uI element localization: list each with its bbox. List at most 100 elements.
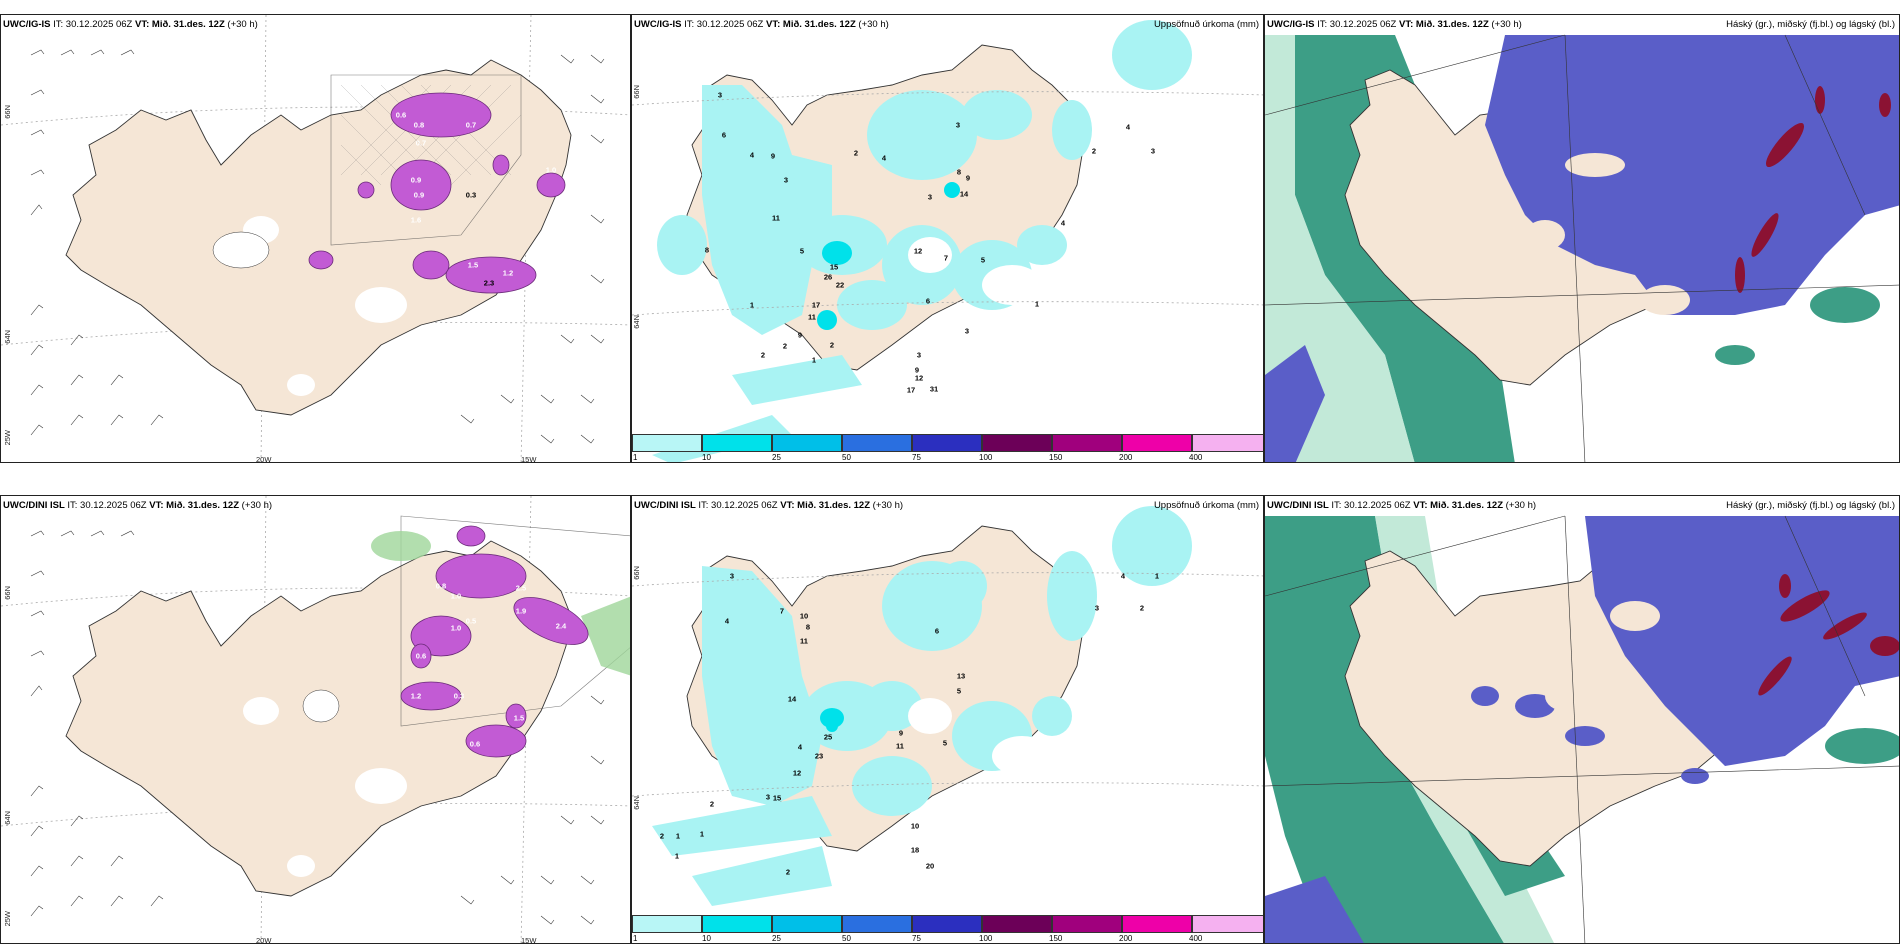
value-label: 0.7: [465, 120, 477, 130]
value-label: 9: [914, 365, 920, 375]
legend-tick: 75: [912, 934, 921, 943]
value-label: 4: [724, 616, 730, 626]
cloud-panel-2: UWC/DINI ISL IT: 30.12.2025 06Z VT: Mið.…: [1264, 495, 1900, 944]
lat-label: 64N: [3, 811, 12, 825]
value-label: 11: [896, 741, 904, 751]
value-label: 10: [799, 611, 809, 621]
legend-tick: 25: [772, 934, 781, 943]
lat-label: 66N: [3, 105, 12, 119]
value-label: 5: [799, 246, 805, 256]
value-label: 2: [829, 340, 835, 350]
value-label: 12: [792, 768, 802, 778]
legend-swatch: [1052, 434, 1122, 452]
value-label: 4: [881, 153, 887, 163]
value-label: 1.2: [410, 691, 422, 701]
value-label: 3: [783, 175, 789, 185]
legend-tick: 75: [912, 453, 921, 462]
legend-tick: 25: [772, 453, 781, 462]
legend-swatch: [912, 434, 982, 452]
value-label: 1.5: [467, 260, 479, 270]
value-label: 1: [1154, 571, 1160, 581]
legend-tick: 50: [842, 453, 851, 462]
legend-swatch: [1052, 915, 1122, 933]
value-label: 2: [1139, 603, 1145, 613]
value-label: 1: [811, 355, 817, 365]
value-label: 23: [814, 751, 824, 761]
value-label: 14: [787, 694, 797, 704]
legend-tick: 50: [842, 934, 851, 943]
lat-label: 64N: [632, 315, 641, 329]
value-label: 1.6: [410, 215, 422, 225]
wind-panel-2: UWC/DINI ISL IT: 30.12.2025 06Z VT: Mið.…: [0, 495, 631, 944]
value-label: 2: [1091, 146, 1097, 156]
precip-panel-2: UWC/DINI ISL IT: 30.12.2025 06Z VT: Mið.…: [631, 495, 1264, 944]
lat-label: 66N: [632, 85, 641, 99]
value-label: 3: [717, 90, 723, 100]
value-label: 0.3: [465, 190, 477, 200]
value-label: 7: [779, 606, 785, 616]
legend-swatch: [842, 434, 912, 452]
cloud-panel-1: UWC/IG-IS IT: 30.12.2025 06Z VT: Mið. 31…: [1264, 14, 1900, 463]
wind-header-2: UWC/DINI ISL IT: 30.12.2025 06Z VT: Mið.…: [3, 500, 273, 511]
value-label: 1: [675, 831, 681, 841]
value-label: 17: [811, 300, 821, 310]
value-label: 1.0: [450, 591, 462, 601]
lat-label: 25W: [3, 430, 12, 446]
value-label: 0.9: [413, 190, 425, 200]
legend-swatch: [842, 915, 912, 933]
value-label: 4: [1125, 122, 1131, 132]
value-label: 3: [927, 192, 933, 202]
cloud-title-2: Háský (gr.), miðský (fj.bl.) og lágský (…: [1726, 500, 1895, 511]
precip-header-1: UWC/IG-IS IT: 30.12.2025 06Z VT: Mið. 31…: [634, 19, 889, 30]
value-label: 6: [934, 626, 940, 636]
legend-tick: 200: [1119, 934, 1133, 943]
wind-map-2: [1, 496, 630, 943]
value-label: 3: [729, 571, 735, 581]
value-label: 9: [898, 728, 904, 738]
legend-swatch: [912, 915, 982, 933]
legend-swatch: [632, 434, 702, 452]
precip-title-2: Uppsöfnuð úrkoma (mm): [1153, 500, 1259, 511]
wind-header-1: UWC/IG-IS IT: 30.12.2025 06Z VT: Mið. 31…: [3, 19, 258, 30]
value-label: 6: [721, 130, 727, 140]
value-label: 1.0: [450, 623, 462, 633]
value-label: 7: [943, 253, 949, 263]
precip-map-2: [632, 506, 1263, 906]
legend-tick: 1: [633, 453, 638, 462]
legend-swatch: [982, 434, 1052, 452]
precip-panel-1: UWC/IG-IS IT: 30.12.2025 06Z VT: Mið. 31…: [631, 14, 1264, 463]
legend-tick: 200: [1119, 453, 1133, 462]
value-label: 10: [910, 821, 920, 831]
cloud-header-2: UWC/DINI ISL IT: 30.12.2025 06Z VT: Mið.…: [1267, 500, 1537, 511]
value-label: 1.2: [502, 268, 514, 278]
value-label: 2: [853, 148, 859, 158]
precip-legend-1: 1 10 25 50 75 100 150 200 400: [632, 434, 1263, 462]
lat-label: 64N: [3, 330, 12, 344]
value-label: 2.3: [483, 278, 495, 288]
cloud-map-2: [1265, 515, 1899, 943]
value-label: 14: [959, 189, 969, 199]
value-label: 13: [956, 671, 966, 681]
value-label: 4: [1060, 218, 1066, 228]
value-label: 9: [797, 330, 803, 340]
lon-label: 15W: [521, 936, 537, 944]
wind-map-1: [1, 15, 630, 462]
value-label: 0.8: [413, 120, 425, 130]
legend-swatch: [982, 915, 1052, 933]
value-label: 5: [956, 686, 962, 696]
legend-tick: 150: [1049, 934, 1063, 943]
value-label: 11: [808, 312, 816, 322]
legend-swatch: [1192, 915, 1263, 933]
value-label: 15: [829, 262, 839, 272]
value-label: 12: [913, 246, 923, 256]
value-label: 31: [929, 384, 939, 394]
legend-swatch: [772, 915, 842, 933]
value-label: 0.6: [469, 739, 481, 749]
legend-tick: 150: [1049, 453, 1063, 462]
value-label: 0.8: [435, 581, 447, 591]
cloud-map-1: [1265, 34, 1899, 462]
legend-tick: 400: [1189, 934, 1203, 943]
value-label: 1.5: [513, 713, 525, 723]
precip-header-2: UWC/DINI ISL IT: 30.12.2025 06Z VT: Mið.…: [634, 500, 904, 511]
cloud-header-1: UWC/IG-IS IT: 30.12.2025 06Z VT: Mið. 31…: [1267, 19, 1522, 30]
